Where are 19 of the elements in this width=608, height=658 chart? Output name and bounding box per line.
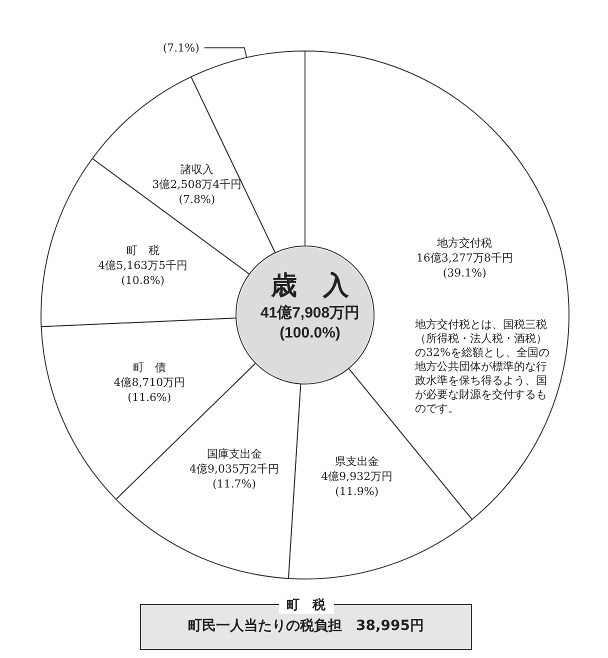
slice-label: 地方交付税 bbox=[436, 236, 492, 250]
text: 歳 入 bbox=[270, 271, 350, 301]
slice-label: 町 債 bbox=[132, 360, 166, 374]
slice-label: 諸収入 bbox=[180, 162, 214, 176]
text: 町民一人当たりの税負担 38,995円 bbox=[186, 617, 426, 635]
slice-label: 町 税 bbox=[126, 244, 160, 258]
text: 地方交付税とは、国税三税（所得税・法人税・酒税）の32%を総額とし、全国の地方公共団体が標準的な行政水準を保ち得るよう、国が必要な財源を交付するものです。 bbox=[415, 318, 550, 416]
text: 41億7,908万円 bbox=[260, 304, 360, 322]
data-label: 4億5,163万5千円 (10.8%) bbox=[98, 259, 188, 288]
text: 町 税 bbox=[278, 596, 334, 614]
slice-label: 国庫支出金 bbox=[206, 448, 262, 461]
data-label: 4億9,932万円 (11.9%) bbox=[321, 470, 393, 498]
slice-label: 県支出金 bbox=[334, 454, 379, 468]
data-label: (7.1%) bbox=[162, 41, 200, 54]
data-label: 4億8,710万円 (11.6%) bbox=[114, 376, 186, 404]
data-label: 3億2,508万4千円 (7.8%) bbox=[152, 178, 242, 206]
data-label: 4億9,035万2千円 (11.7%) bbox=[190, 462, 280, 491]
text: (100.0%) bbox=[280, 324, 340, 342]
data-label: 16億3,277万8千円 (39.1%) bbox=[416, 252, 513, 280]
